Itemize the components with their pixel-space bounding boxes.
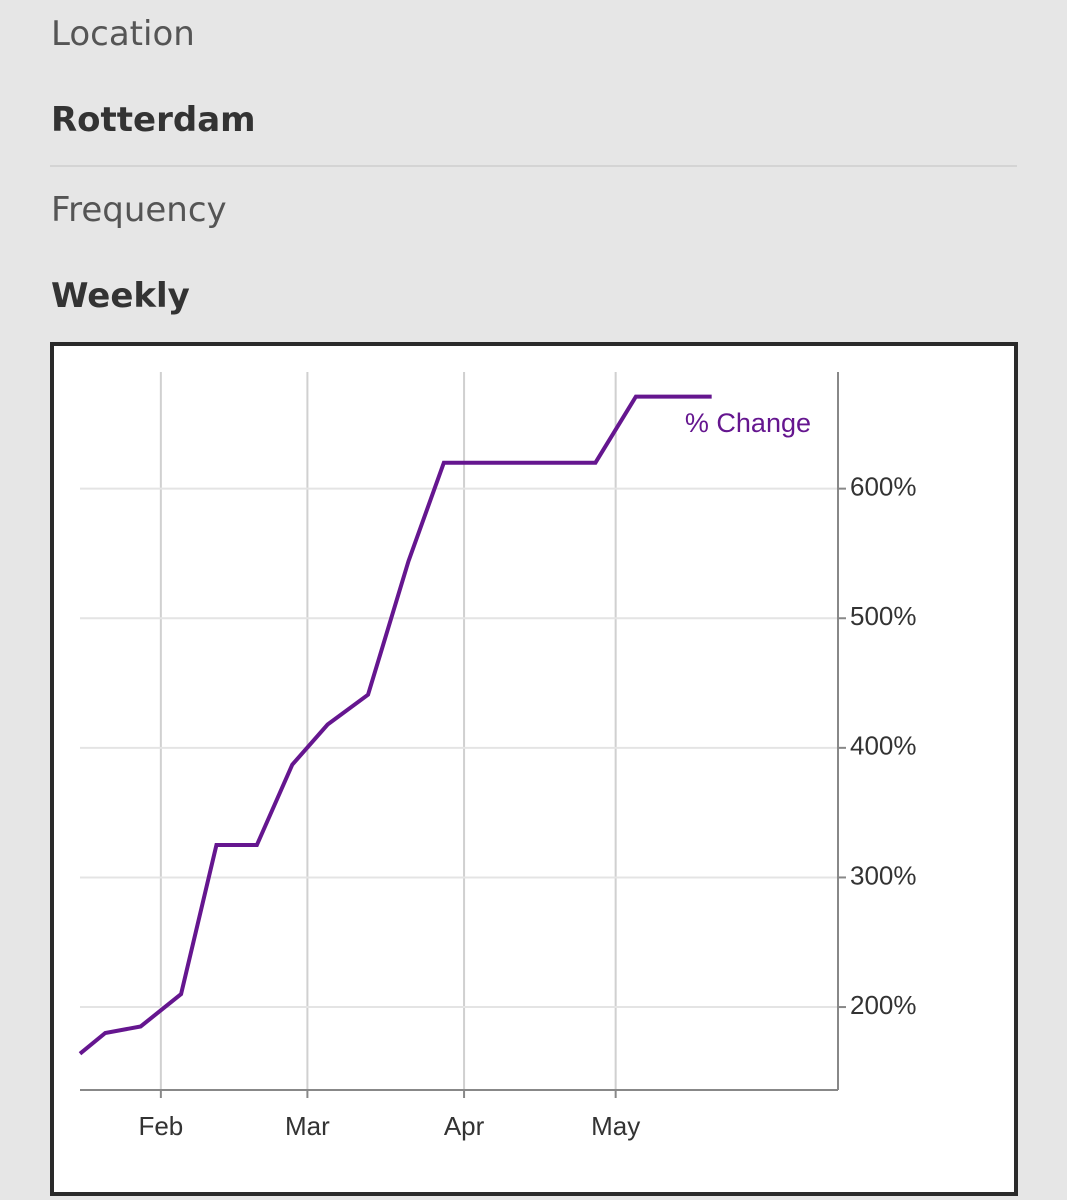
field-label: Frequency <box>51 190 227 230</box>
legend-label: % Change <box>685 408 811 438</box>
y-tick-label: 500% <box>850 601 917 631</box>
divider <box>50 165 1017 167</box>
field-value: Rotterdam <box>51 100 256 140</box>
y-tick-label: 600% <box>850 472 917 502</box>
y-tick-label: 200% <box>850 990 917 1020</box>
y-tick-label: 400% <box>850 731 917 761</box>
y-tick-label: 300% <box>850 860 917 890</box>
x-tick-label: Mar <box>285 1111 330 1141</box>
x-tick-label: Apr <box>444 1111 485 1141</box>
x-tick-label: May <box>591 1111 640 1141</box>
field-value: Weekly <box>51 276 190 316</box>
x-tick-label: Feb <box>138 1111 183 1141</box>
line <box>78 394 712 1056</box>
field-label: Location <box>51 14 195 54</box>
chart-frame <box>50 342 1018 1196</box>
